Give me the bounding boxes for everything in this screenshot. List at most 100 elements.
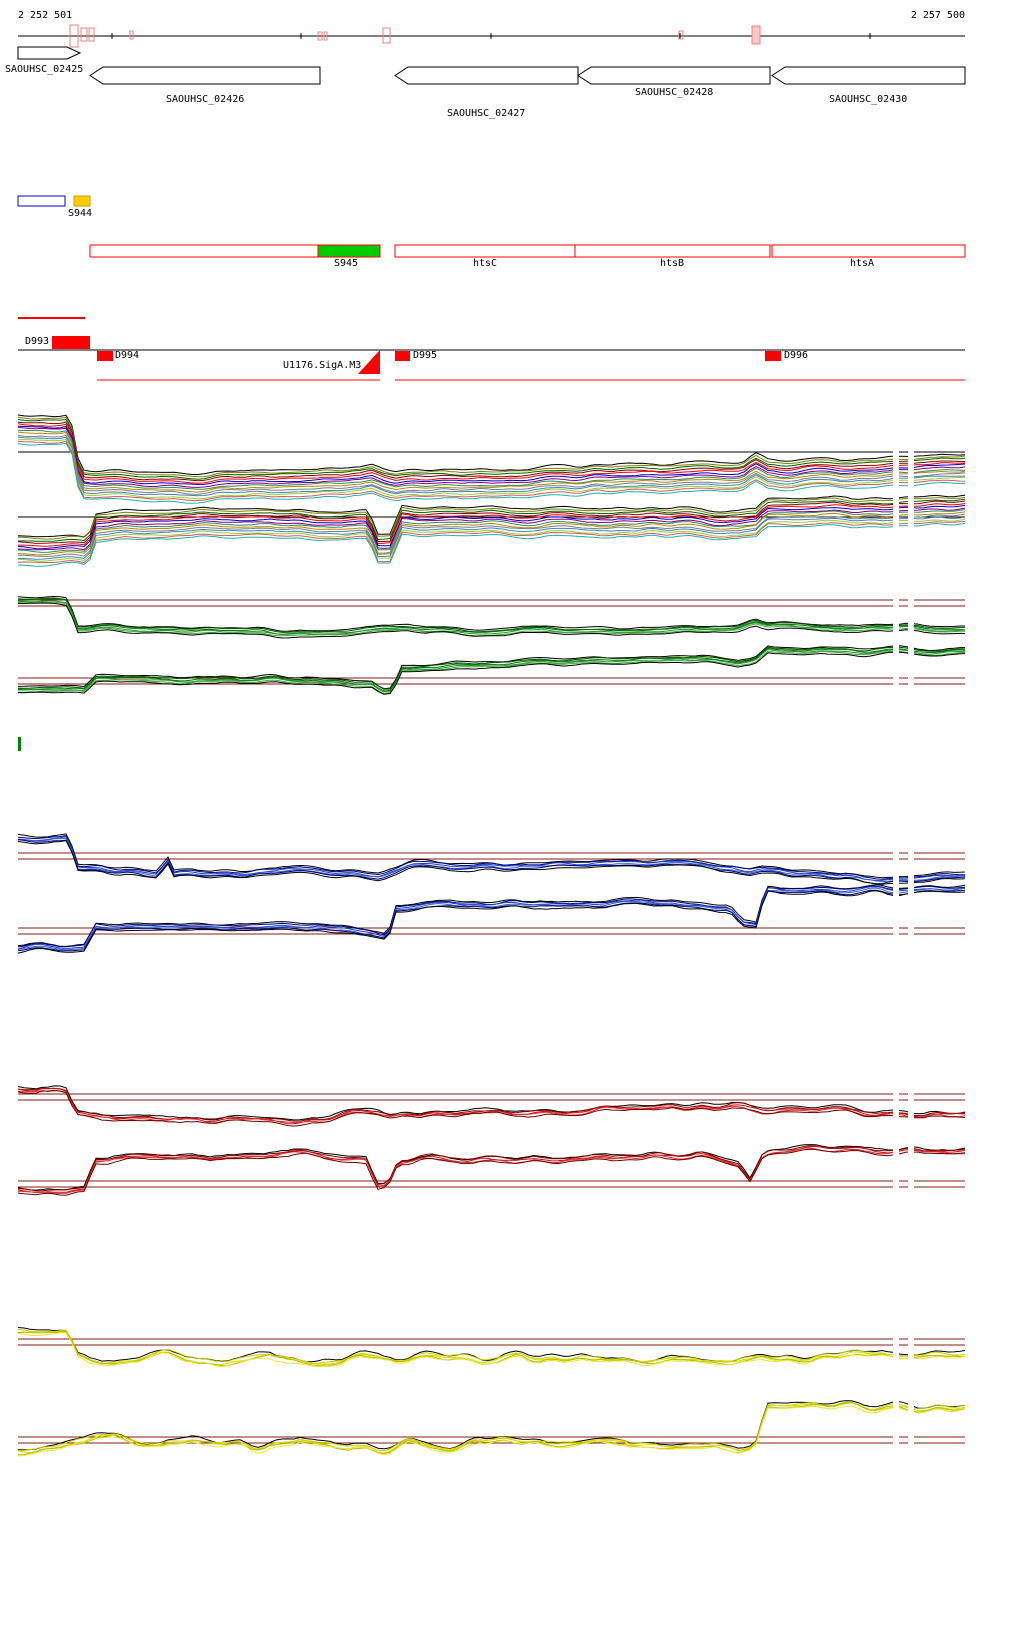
condition-yellow-signal-line (17, 1329, 966, 1365)
all-conditions-signal-line (17, 425, 966, 486)
feature-htsb-label: htsB (660, 258, 685, 269)
ruler-feature-box[interactable] (88, 27, 95, 42)
condition-red-signal-line (17, 1145, 966, 1194)
array-gap (908, 594, 914, 700)
ruler-feature-box[interactable] (69, 24, 79, 48)
s944-yellow-box[interactable] (73, 195, 91, 207)
d993-box[interactable] (52, 336, 90, 349)
condition-green-signal-line (18, 648, 966, 693)
feature-d994-label: D994 (115, 350, 140, 361)
feature-s945-label: S945 (334, 258, 359, 269)
all-conditions-signal-line (17, 518, 966, 562)
ruler-feature-box[interactable] (382, 27, 391, 44)
condition-green-signal-line (17, 646, 966, 690)
ruler-feature-box[interactable] (129, 30, 134, 40)
all-conditions-signal-line (17, 426, 966, 488)
d994-box[interactable] (97, 351, 113, 361)
all-conditions-signal-line (17, 507, 966, 551)
transcript-box-htsc[interactable] (394, 244, 576, 258)
condition-green-signal-line (17, 651, 966, 695)
condition-blue-signal-line (18, 837, 966, 882)
all-conditions-signal-line (17, 431, 966, 493)
feature-d995-label: D995 (413, 350, 438, 361)
all-conditions-signal-line (17, 521, 966, 564)
d996-box[interactable] (765, 351, 781, 361)
gene-saouhsc-02430-label: SAOUHSC_02430 (829, 94, 908, 105)
all-conditions-signal-line (17, 416, 966, 478)
gene-arrow-saouhsc_02425[interactable] (17, 46, 82, 60)
array-gap (893, 1326, 899, 1462)
condition-green-signal-line (17, 647, 966, 692)
condition-yellow-signal-line (17, 1405, 966, 1457)
feature-u1176-siga-m3-label: U1176.SigA.M3 (283, 360, 362, 371)
all-conditions-signal-line (17, 436, 966, 497)
ruler-end-label: 2 257 500 (910, 10, 965, 21)
transcript-box-s945-green[interactable] (317, 244, 381, 258)
all-conditions-signal-line (17, 429, 965, 490)
condition-blue-signal-line (17, 889, 966, 952)
condition-green-signal-line (17, 601, 965, 637)
condition-blue-signal-line (17, 840, 966, 885)
all-conditions-signal-line (17, 494, 966, 538)
all-conditions-signal-line (17, 516, 966, 560)
all-conditions-signal-line (17, 423, 966, 484)
d995-box[interactable] (395, 351, 410, 361)
transcript-box-htsb[interactable] (574, 244, 771, 258)
array-gap (893, 594, 899, 700)
all-conditions-signal-line (17, 500, 966, 544)
condition-blue-signal-line (17, 890, 966, 954)
all-conditions-signal-line (17, 497, 966, 540)
condition-yellow-signal-line (17, 1402, 966, 1456)
condition-yellow-signal-line (17, 1332, 966, 1368)
feature-s944-label: S944 (68, 208, 93, 219)
ruler-feature-box[interactable] (317, 31, 323, 41)
condition-green-signal-line (17, 595, 965, 632)
feature-htsa-label: htsA (850, 258, 875, 269)
ruler-feature-box[interactable] (323, 31, 328, 41)
gene-arrow-saouhsc_02427[interactable] (394, 66, 579, 85)
gene-saouhsc-02426-label: SAOUHSC_02426 (166, 94, 245, 105)
ruler-start-label: 2 252 501 (18, 10, 73, 21)
condition-green-signal-line (17, 650, 966, 695)
array-gap (893, 420, 899, 562)
condition-blue-signal-line (17, 835, 965, 880)
s944-blue-box[interactable] (17, 195, 66, 207)
condition-red-signal-line (17, 1085, 966, 1121)
gene-saouhsc-02428-label: SAOUHSC_02428 (635, 87, 714, 98)
all-conditions-signal-line (17, 504, 966, 550)
all-conditions-signal-line (17, 419, 966, 480)
condition-blue-signal-line (17, 886, 966, 950)
condition-green-signal-line (17, 600, 965, 636)
condition-blue-signal-line (17, 885, 966, 948)
all-conditions-signal-line (18, 503, 966, 547)
all-conditions-signal-line (17, 414, 966, 475)
green-tick[interactable] (18, 737, 21, 751)
transcript-box-htsa[interactable] (771, 244, 966, 258)
gene-saouhsc-02425-label: SAOUHSC_02425 (5, 64, 84, 75)
gene-arrow-saouhsc_02426[interactable] (89, 66, 321, 85)
gene-saouhsc-02427-label: SAOUHSC_02427 (447, 108, 526, 119)
feature-d996-label: D996 (784, 350, 809, 361)
gene-arrow-saouhsc_02430[interactable] (771, 66, 966, 85)
condition-yellow-signal-line (17, 1327, 966, 1363)
all-conditions-signal-line (17, 442, 966, 504)
siga-promoter-triangle[interactable] (358, 350, 380, 374)
ruler-feature-box[interactable] (751, 25, 761, 45)
array-gap (908, 1326, 914, 1462)
all-conditions-signal-line (17, 421, 965, 482)
all-conditions-signal-line (17, 511, 966, 556)
condition-red-signal-line (17, 1145, 966, 1192)
ruler-feature-box[interactable] (80, 27, 88, 42)
feature-d993-label: D993 (25, 336, 50, 347)
array-gap (908, 1086, 914, 1198)
ruler-feature-box[interactable] (678, 30, 684, 40)
all-conditions-signal-line (17, 434, 966, 495)
feature-htsc-label: htsC (473, 258, 498, 269)
transcript-box-s945-body[interactable] (89, 244, 319, 258)
all-conditions-signal-line (17, 513, 966, 557)
gene-arrow-saouhsc_02428[interactable] (577, 66, 771, 85)
array-gap (908, 420, 914, 562)
all-conditions-signal-line (17, 509, 966, 553)
condition-green-signal-line (18, 598, 966, 635)
